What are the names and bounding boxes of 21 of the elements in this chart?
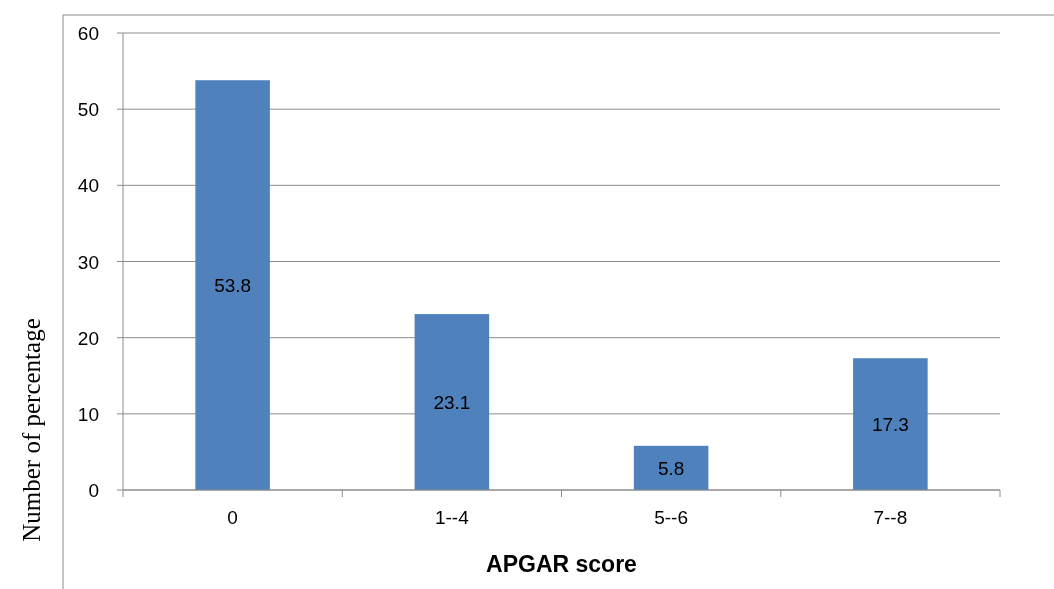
y-tick-label: 0 [88,480,99,501]
x-tick-label: 7--8 [873,507,908,528]
data-label: 23.1 [433,392,471,414]
y-axis-title: Number of percentage [18,318,45,542]
bar [414,314,490,490]
y-tick-label: 20 [77,327,99,349]
x-axis-title: APGAR score [486,551,637,577]
bar [853,358,928,490]
x-tick-label: 1--4 [434,507,470,528]
x-tick-label: 5--6 [654,507,689,528]
bar [195,80,270,490]
data-label: 53.8 [214,275,252,297]
data-label: 5.8 [657,457,685,479]
y-tick-label: 40 [77,175,99,197]
data-label: 17.3 [871,414,909,436]
bar [633,445,709,490]
y-tick-label: 10 [77,403,99,425]
x-tick-label: 0 [227,507,238,528]
y-tick-label: 30 [77,251,99,273]
y-tick-label: 50 [77,99,99,121]
y-tick-label: 60 [77,23,99,44]
